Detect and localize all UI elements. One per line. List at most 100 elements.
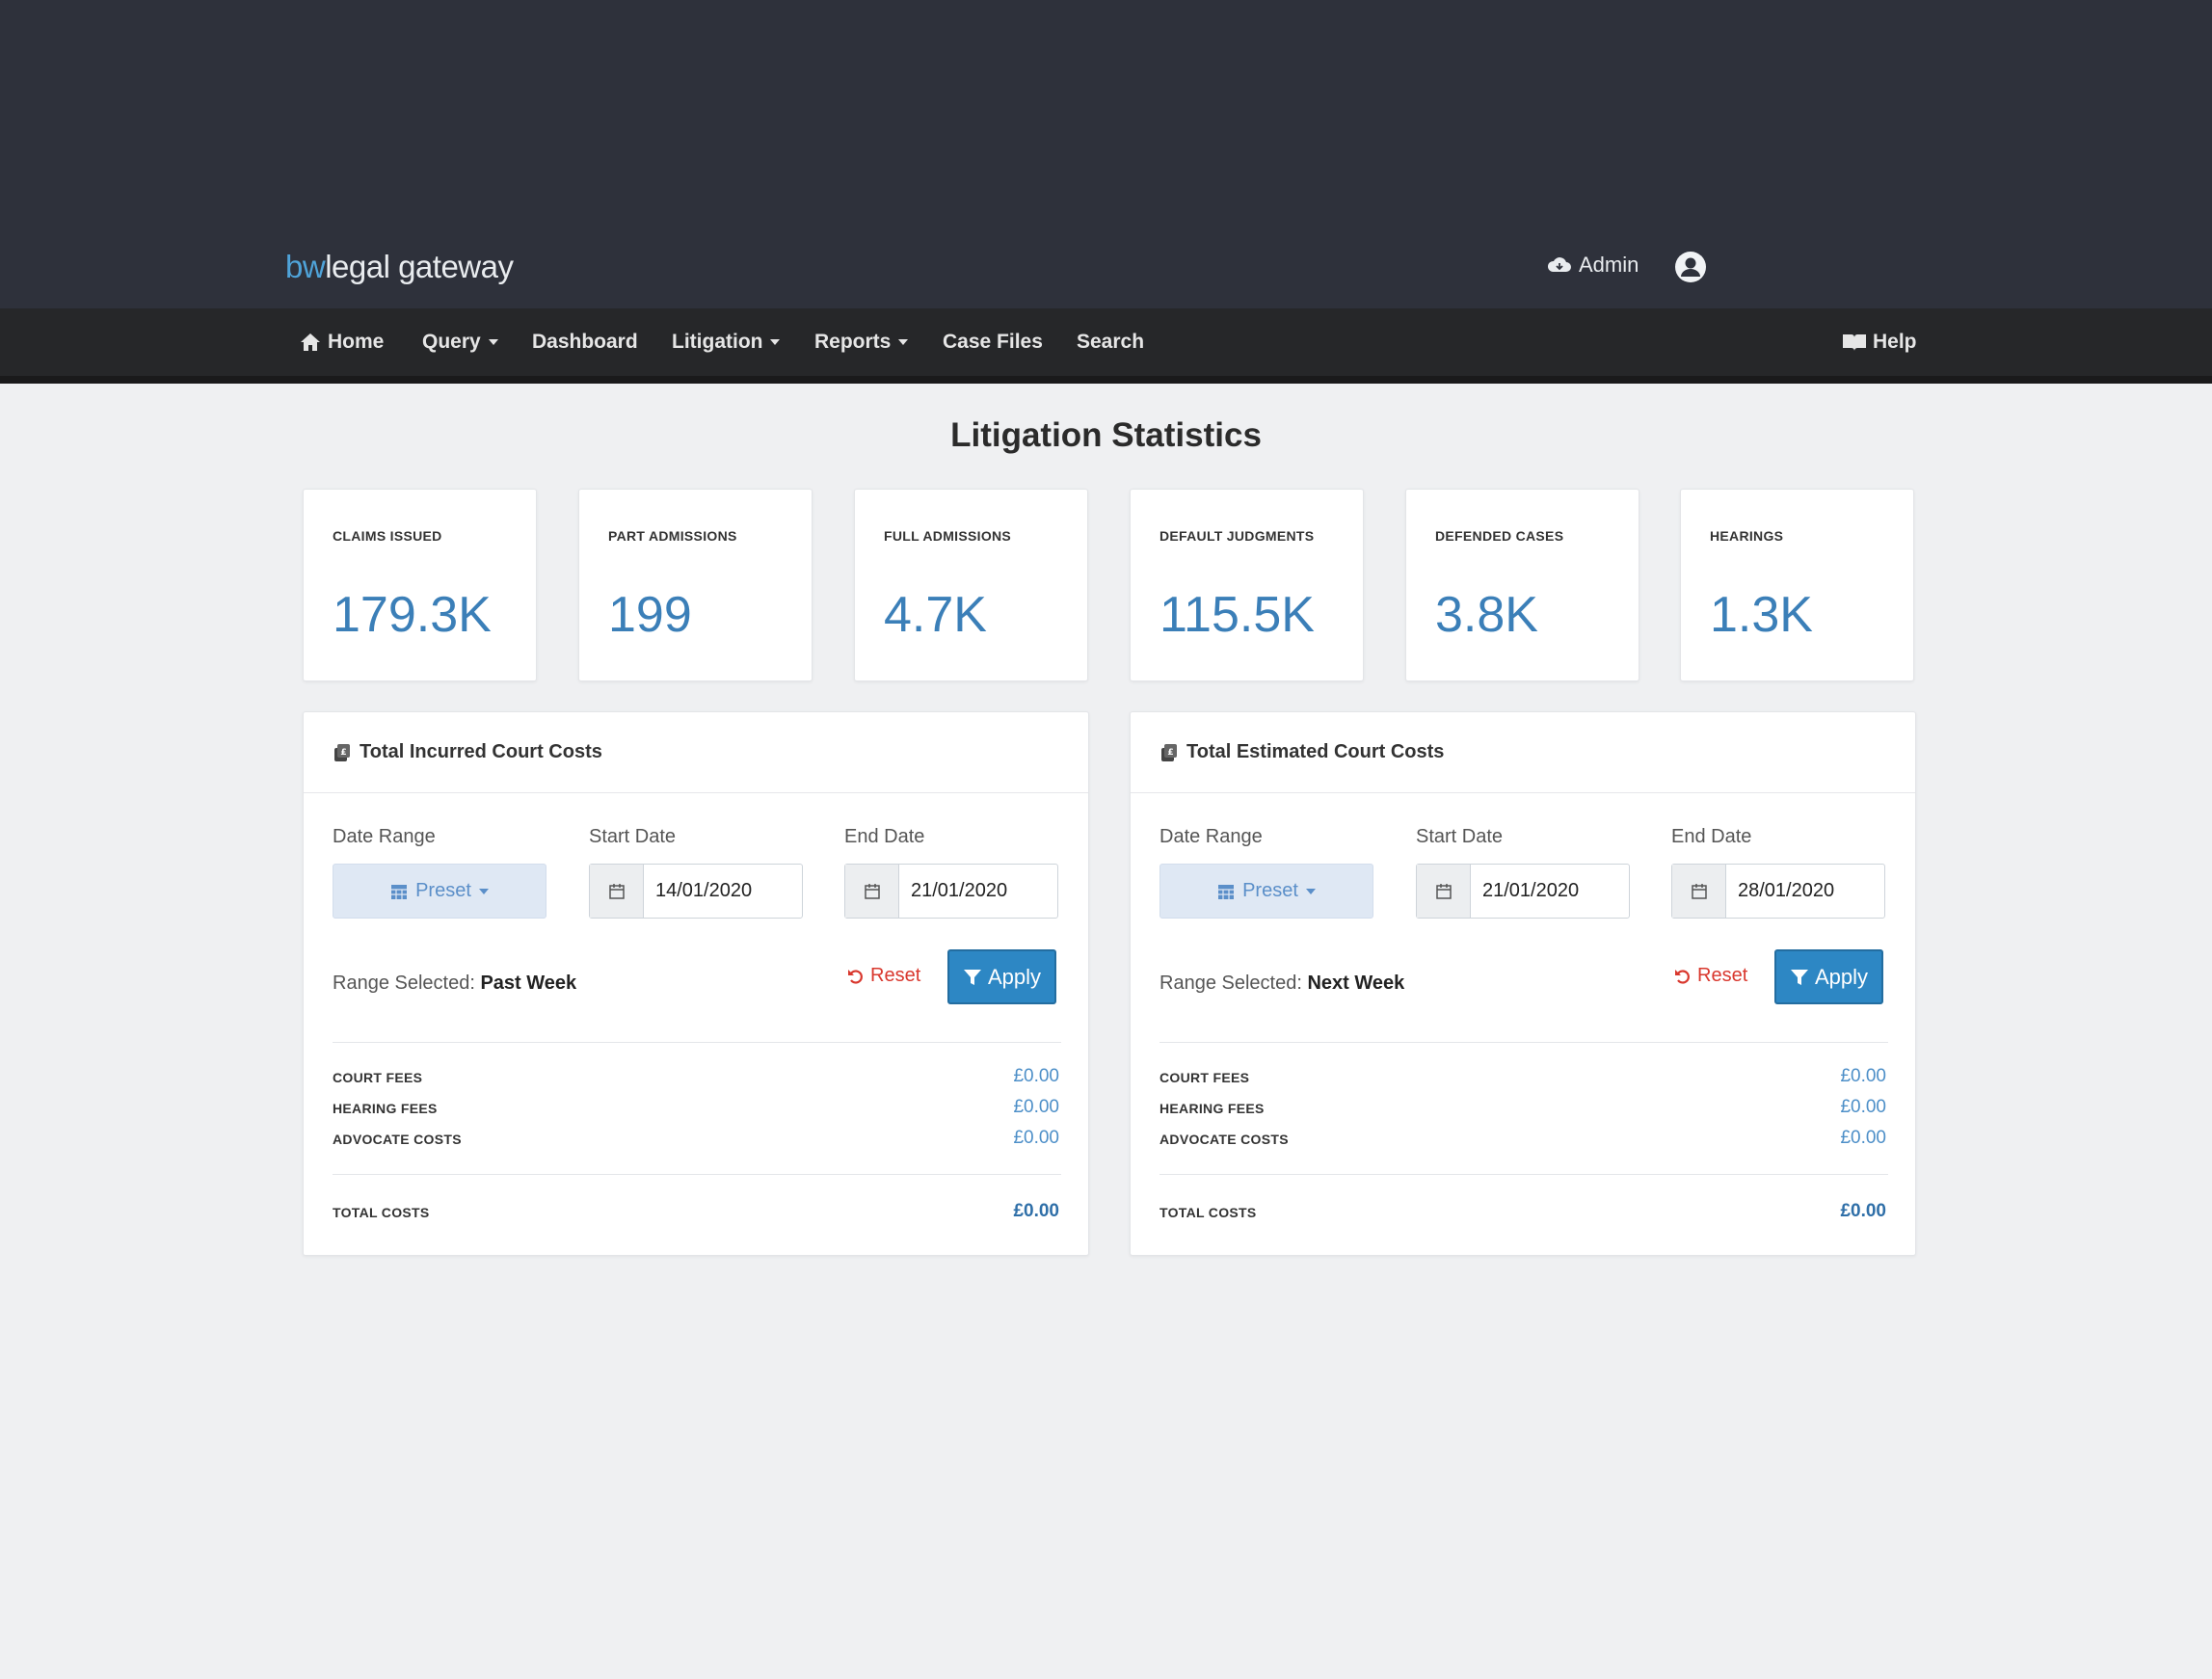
nav-item-query[interactable]: Query <box>422 308 498 376</box>
start-date-input[interactable] <box>644 865 802 918</box>
page-title: Litigation Statistics <box>950 416 1262 454</box>
undo-icon <box>1675 969 1690 984</box>
nav-item-dashboard[interactable]: Dashboard <box>532 308 638 376</box>
court-fees-label: COURT FEES <box>333 1070 423 1085</box>
apply-label: Apply <box>987 964 1042 989</box>
reset-label: Reset <box>870 965 921 986</box>
reset-label: Reset <box>1697 965 1748 986</box>
date-range-label: Date Range <box>333 826 436 847</box>
court-fees-value: £0.00 <box>1840 1066 1886 1086</box>
range-selected-label: Range Selected: <box>333 973 475 994</box>
apply-button[interactable]: Apply <box>947 949 1056 1004</box>
chevron-down-icon <box>770 339 781 345</box>
calendar-addon[interactable] <box>1672 865 1726 918</box>
total-costs-value: £0.00 <box>1013 1201 1059 1221</box>
calendar-addon[interactable] <box>590 865 644 918</box>
range-selected: Range Selected: Past Week <box>333 973 576 995</box>
undo-icon <box>848 969 863 984</box>
user-circle-icon[interactable] <box>1674 251 1707 283</box>
chevron-down-icon <box>478 888 489 894</box>
apply-label: Apply <box>1814 964 1869 989</box>
advocate-costs-label: ADVOCATE COSTS <box>333 1132 462 1147</box>
panel-title: Total Incurred Court Costs <box>360 741 602 762</box>
nav-item-search[interactable]: Search <box>1077 308 1144 376</box>
stat-label: DEFAULT JUDGMENTS <box>1159 528 1315 544</box>
calendar-icon <box>1435 883 1452 899</box>
nav-label: Search <box>1077 331 1145 353</box>
advocate-costs-value: £0.00 <box>1840 1128 1886 1148</box>
start-date-field[interactable] <box>1416 864 1630 919</box>
nav-item-litigation[interactable]: Litigation <box>672 308 781 376</box>
range-selected-value: Past Week <box>480 973 577 994</box>
stat-card-defended-cases: DEFENDED CASES 3.8K <box>1405 489 1639 681</box>
stat-card-hearings: HEARINGS 1.3K <box>1680 489 1914 681</box>
top-header: bwlegal gateway Admin <box>0 0 2212 308</box>
start-date-label: Start Date <box>1416 826 1504 847</box>
court-fees-value: £0.00 <box>1013 1066 1059 1086</box>
apply-button[interactable]: Apply <box>1774 949 1883 1004</box>
divider <box>1159 1042 1888 1043</box>
chevron-down-icon <box>898 339 909 345</box>
nav-label: Dashboard <box>532 331 638 353</box>
advocate-costs-value: £0.00 <box>1013 1128 1059 1148</box>
range-selected-value: Next Week <box>1307 973 1405 994</box>
panel-title: Total Estimated Court Costs <box>1186 741 1445 762</box>
calendar-icon <box>1691 883 1707 899</box>
nav-item-help[interactable]: Help <box>1842 308 1917 376</box>
end-date-field[interactable] <box>844 864 1058 919</box>
stat-value: 115.5K <box>1159 587 1315 643</box>
nav-label: Query <box>422 331 481 353</box>
stat-card-full-admissions: FULL ADMISSIONS 4.7K <box>854 489 1088 681</box>
stat-label: HEARINGS <box>1710 528 1784 544</box>
chevron-down-icon <box>1305 888 1316 894</box>
stat-value: 1.3K <box>1710 587 1813 643</box>
end-date-field[interactable] <box>1671 864 1885 919</box>
estimated-costs-panel: £ Total Estimated Court Costs Date Range… <box>1130 711 1916 1256</box>
preset-dropdown[interactable]: Preset <box>1159 864 1373 919</box>
nav-label: Home <box>328 331 385 353</box>
admin-link[interactable]: Admin <box>1546 253 1639 278</box>
start-date-input[interactable] <box>1471 865 1629 918</box>
calendar-icon <box>391 884 408 899</box>
panel-header: £ Total Estimated Court Costs <box>1131 712 1915 793</box>
filter-icon <box>1790 969 1808 985</box>
brand-prefix: bw <box>285 249 326 284</box>
nav-label: Case Files <box>943 331 1043 353</box>
hearing-fees-value: £0.00 <box>1840 1097 1886 1117</box>
divider <box>333 1174 1061 1175</box>
end-date-input[interactable] <box>899 865 1057 918</box>
preset-dropdown[interactable]: Preset <box>333 864 546 919</box>
calendar-addon[interactable] <box>1417 865 1471 918</box>
nav-item-home[interactable]: Home <box>299 308 384 376</box>
advocate-costs-label: ADVOCATE COSTS <box>1159 1132 1289 1147</box>
stat-label: CLAIMS ISSUED <box>333 528 442 544</box>
stat-value: 199 <box>608 587 692 643</box>
nav-item-case-files[interactable]: Case Files <box>943 308 1043 376</box>
calendar-icon <box>608 883 625 899</box>
date-range-label: Date Range <box>1159 826 1263 847</box>
stat-value: 3.8K <box>1435 587 1538 643</box>
stat-label: DEFENDED CASES <box>1435 528 1564 544</box>
brand-name: legal gateway <box>325 249 514 284</box>
stat-label: FULL ADMISSIONS <box>884 528 1012 544</box>
hearing-fees-label: HEARING FEES <box>333 1101 438 1116</box>
divider <box>1159 1174 1888 1175</box>
stat-card-default-judgments: DEFAULT JUDGMENTS 115.5K <box>1130 489 1364 681</box>
brand-logo[interactable]: bwlegal gateway <box>285 249 514 285</box>
reset-button[interactable]: Reset <box>847 965 920 987</box>
nav-label: Help <box>1873 331 1917 353</box>
nav-item-reports[interactable]: Reports <box>814 308 909 376</box>
end-date-input[interactable] <box>1726 865 1884 918</box>
reset-button[interactable]: Reset <box>1674 965 1747 987</box>
court-fees-label: COURT FEES <box>1159 1070 1250 1085</box>
stat-value: 4.7K <box>884 587 987 643</box>
hearing-fees-label: HEARING FEES <box>1159 1101 1265 1116</box>
divider <box>333 1042 1061 1043</box>
calendar-icon <box>864 883 880 899</box>
book-icon <box>1843 334 1866 351</box>
svg-text:£: £ <box>1167 748 1173 758</box>
start-date-field[interactable] <box>589 864 803 919</box>
range-selected-label: Range Selected: <box>1159 973 1302 994</box>
calendar-addon[interactable] <box>845 865 899 918</box>
money-icon: £ <box>1161 743 1177 761</box>
